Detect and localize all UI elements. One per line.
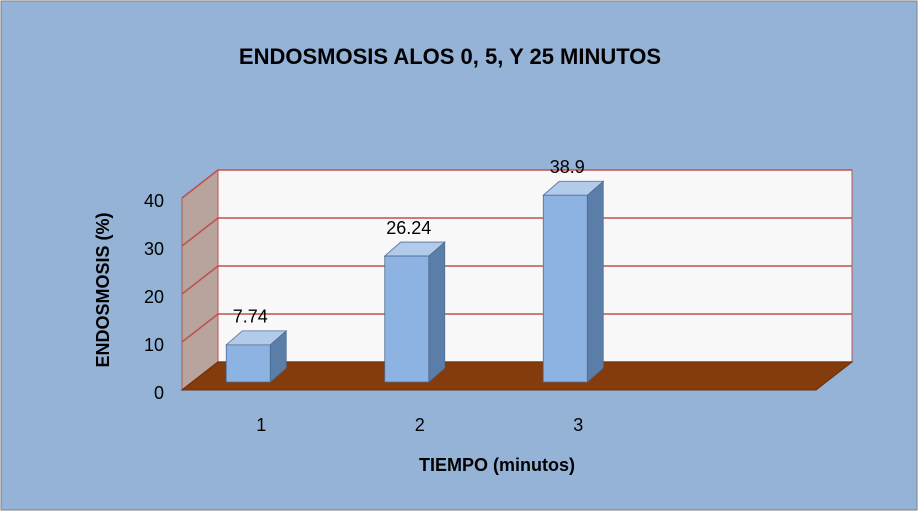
data-label: 38.9	[550, 157, 585, 177]
y-tick-label: 0	[154, 383, 164, 403]
bar-side	[586, 180, 604, 383]
bar	[225, 329, 288, 383]
y-tick-label: 10	[144, 335, 164, 355]
bar-front	[384, 255, 430, 383]
data-label: 26.24	[386, 218, 431, 238]
x-axis-title: TIEMPO (minutos)	[419, 455, 575, 475]
grid-line	[181, 265, 219, 295]
grid-line	[181, 313, 219, 343]
grid-line	[181, 169, 219, 199]
x-tick-label: 2	[415, 415, 425, 435]
y-tick-label: 20	[144, 287, 164, 307]
data-label: 7.74	[233, 307, 268, 327]
floor	[180, 361, 854, 391]
x-tick-label: 1	[256, 415, 266, 435]
y-tick-label: 40	[144, 191, 164, 211]
chart-title: ENDOSMOSIS ALOS 0, 5, Y 25 MINUTOS	[239, 44, 661, 69]
x-tick-label: 3	[573, 415, 583, 435]
bar	[542, 180, 605, 383]
bar-front	[542, 194, 588, 383]
bar-front	[225, 344, 271, 383]
y-axis-title: ENDOSMOSIS (%)	[93, 212, 113, 367]
bar	[383, 241, 446, 383]
grid-line	[181, 217, 219, 247]
y-tick-label: 30	[144, 239, 164, 259]
bar-side	[428, 241, 446, 383]
